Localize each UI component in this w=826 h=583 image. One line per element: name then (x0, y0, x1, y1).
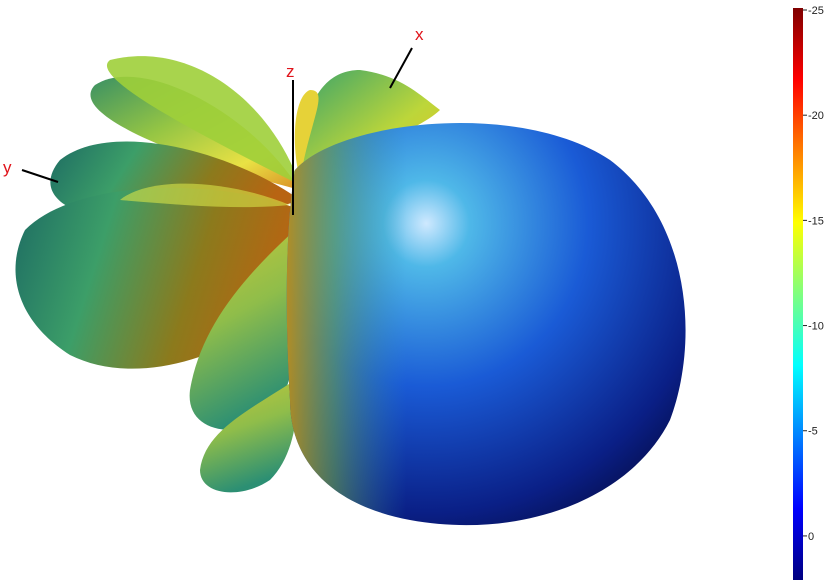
surface-side-lobes-lower (189, 230, 300, 493)
colorbar-tick-label: -20 (808, 110, 824, 122)
colorbar-tick-label: -25 (808, 5, 824, 17)
colorbar-tick-label: -10 (808, 321, 824, 333)
x-axis-line (389, 47, 413, 89)
surface-main-lobe (286, 122, 686, 526)
y-axis-label: y (3, 158, 12, 177)
axes-lines (21, 47, 413, 215)
colorbar-tick-label: -15 (808, 215, 824, 227)
colorbar: 0 -5 -10 -15 -20 -25 (793, 5, 824, 580)
colorbar-tick-label: -5 (808, 426, 818, 438)
z-axis-label: z (286, 62, 295, 81)
y-axis-line (21, 169, 59, 183)
colorbar-strip (793, 8, 803, 580)
x-axis-label: x (415, 25, 424, 44)
colorbar-tick-label: 0 (808, 531, 814, 543)
